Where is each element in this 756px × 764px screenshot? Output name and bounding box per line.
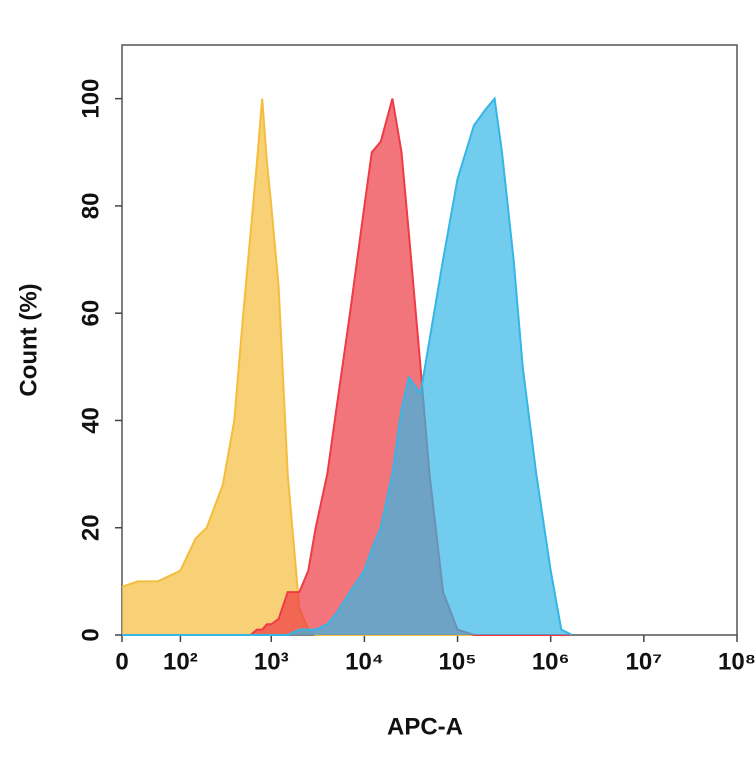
- x-tick-label: 10⁵: [439, 648, 477, 675]
- y-tick-label: 100: [77, 79, 104, 119]
- x-tick-label: 10⁶: [532, 648, 570, 675]
- x-tick-label: 10³: [254, 648, 289, 675]
- x-tick-label: 0: [115, 648, 128, 675]
- y-tick-label: 80: [77, 193, 104, 220]
- x-axis-title: APC-A: [387, 713, 463, 740]
- x-tick-label: 10⁸: [718, 648, 756, 675]
- area-fill: [122, 98, 573, 636]
- y-tick-label: 20: [77, 514, 104, 541]
- y-tick-label: 0: [77, 628, 104, 641]
- x-tick-label: 10⁷: [626, 648, 663, 675]
- area-fill: [122, 98, 573, 636]
- x-tick-label: 10⁴: [345, 648, 384, 675]
- histogram-line: [122, 96, 573, 636]
- y-tick-label: 60: [77, 300, 104, 327]
- area-fill: [122, 98, 573, 636]
- x-tick-label: 10²: [163, 648, 198, 675]
- y-tick-label: 40: [77, 407, 104, 434]
- y-axis-title: Count (%): [15, 283, 42, 396]
